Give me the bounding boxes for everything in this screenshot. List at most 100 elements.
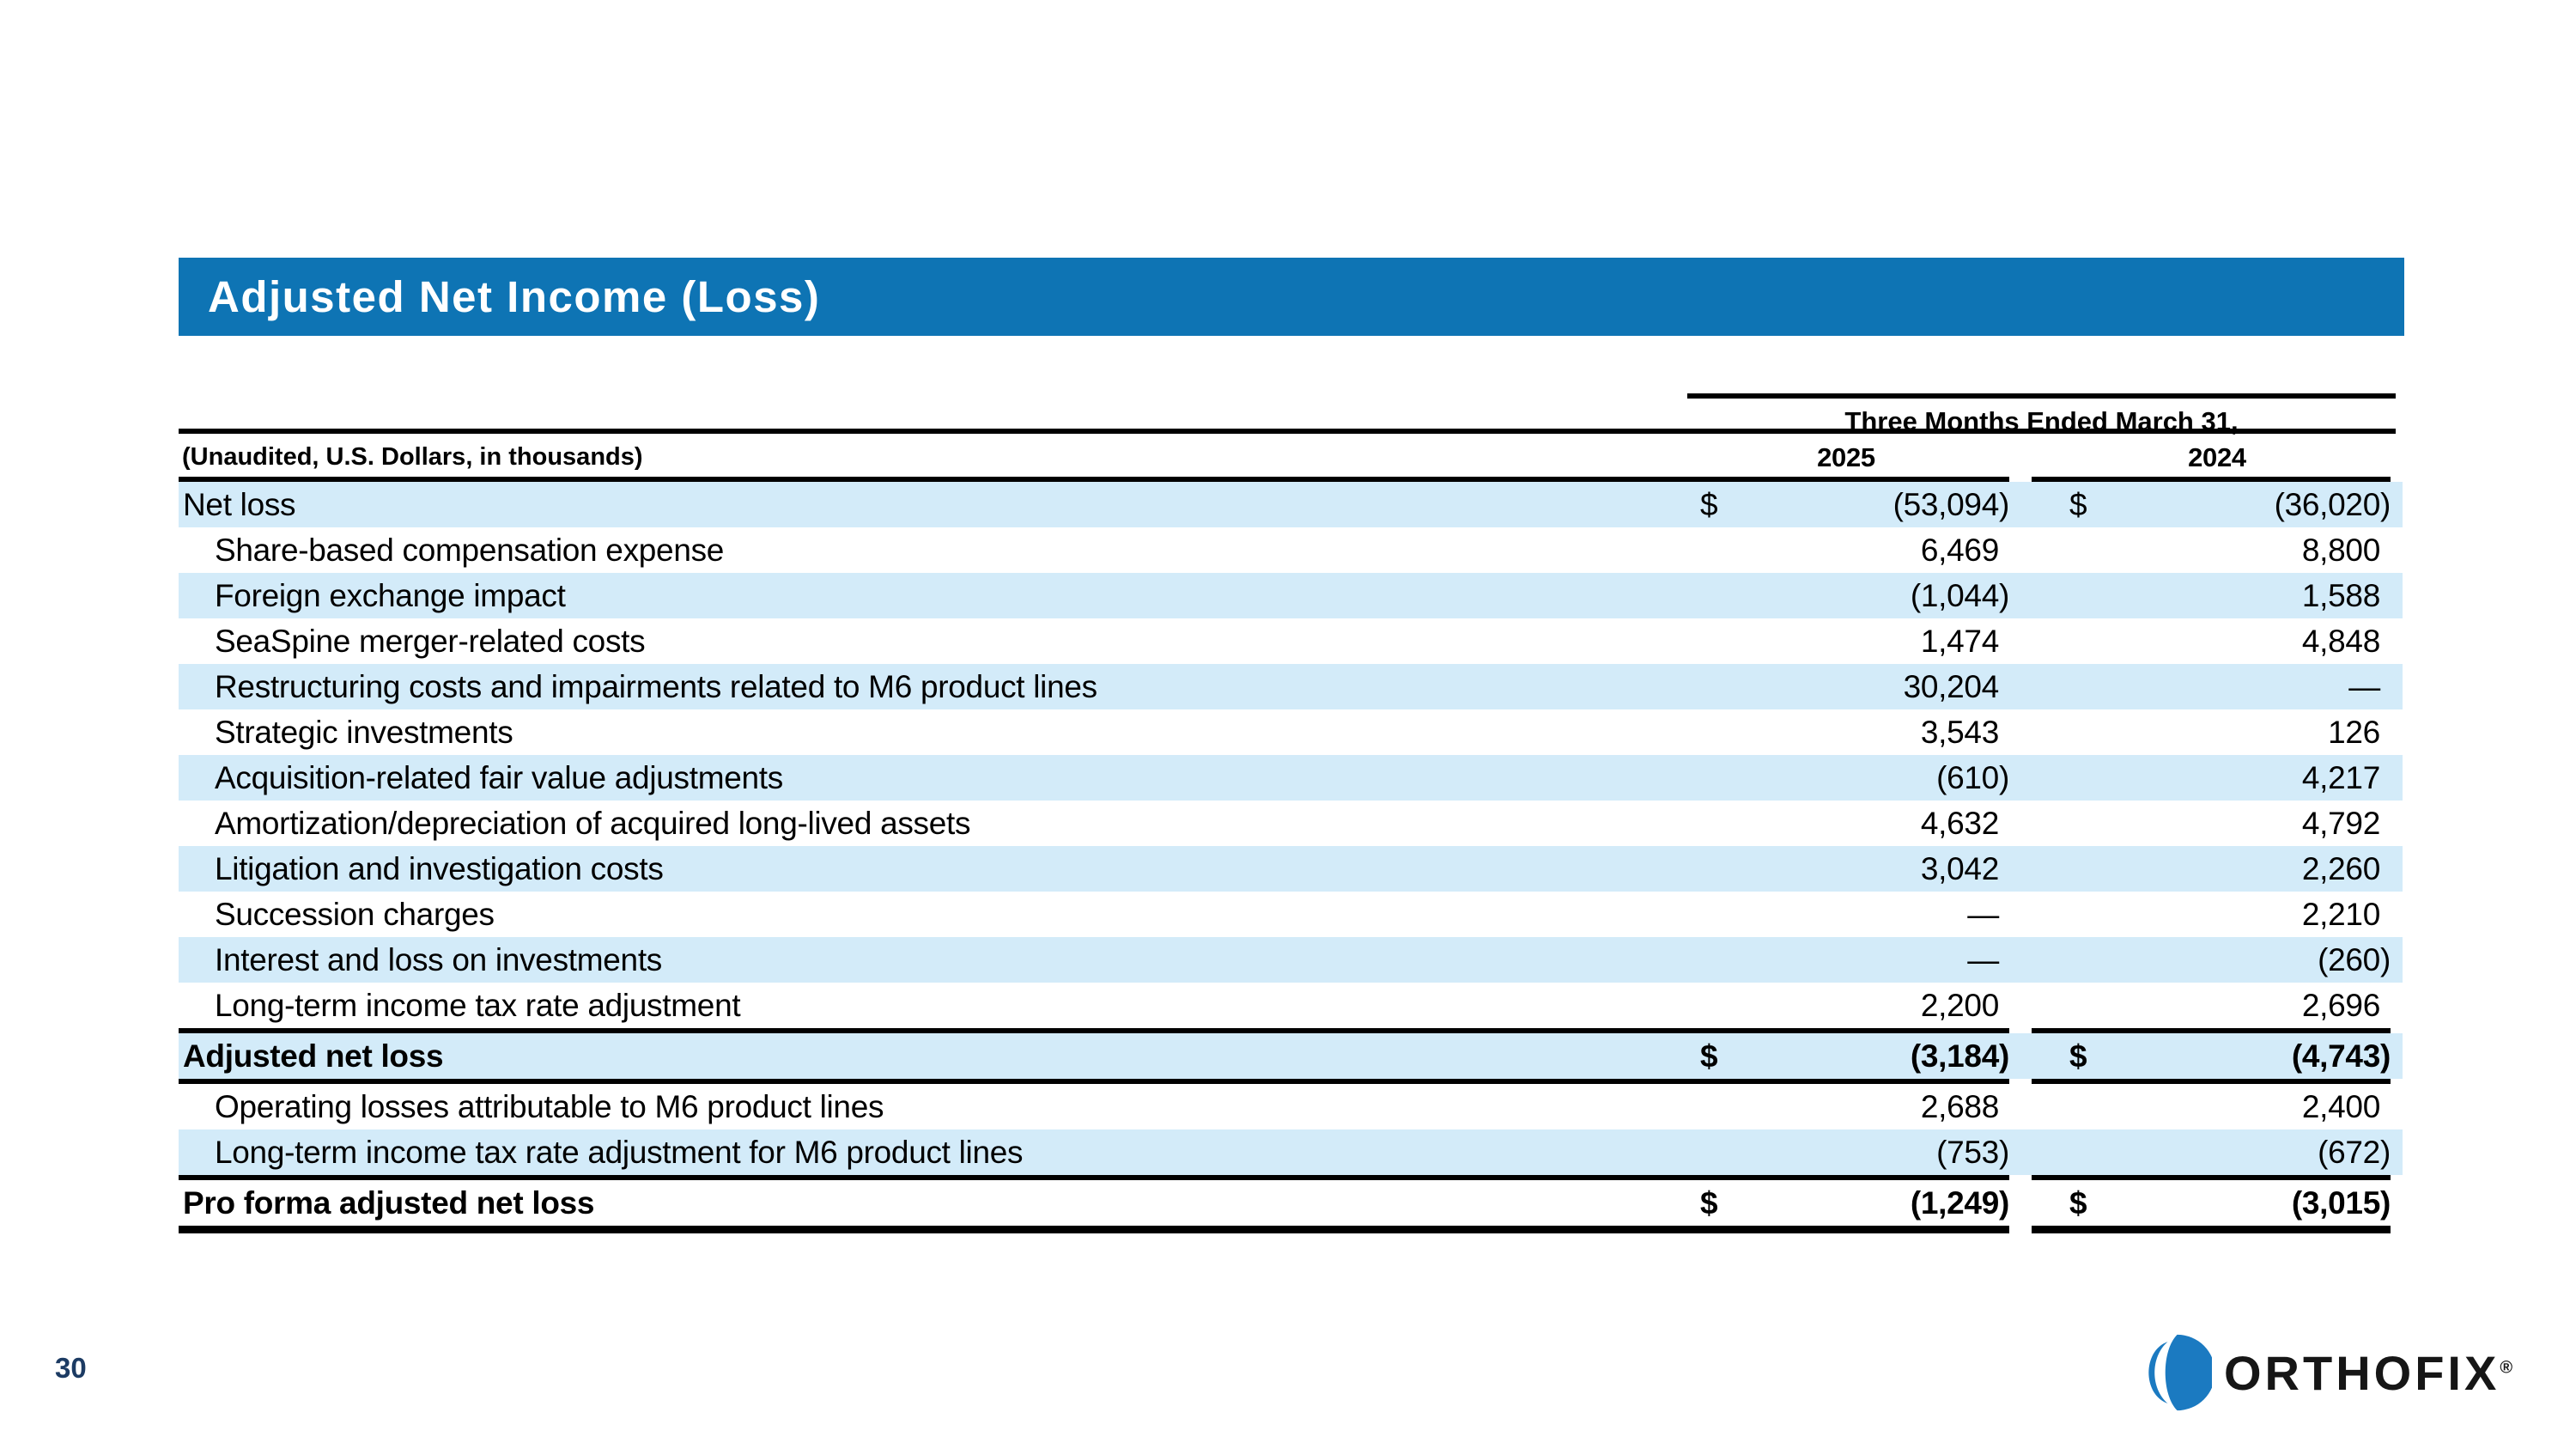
amount-value: 4,792) <box>2301 806 2380 841</box>
value-2025-cell: (610) <box>1683 755 2009 801</box>
value-2025-cell: (1,044) <box>1683 573 2009 618</box>
table-row: Adjusted net loss $ (3,184) $ (4,743) <box>179 1033 2403 1079</box>
dollar-sign <box>2032 937 2087 983</box>
page-title: Adjusted Net Income (Loss) <box>208 272 821 321</box>
amount-value: 2,688) <box>1920 1089 1999 1124</box>
amount-value: (36,020) <box>2274 487 2391 522</box>
orthofix-sphere-icon <box>2148 1334 2212 1411</box>
amount-value: 2,200) <box>1920 988 1999 1023</box>
column-gap <box>2009 482 2032 527</box>
row-label: Adjusted net loss <box>183 1038 444 1074</box>
value-2024-cell: $ (3,015) <box>2032 1180 2403 1226</box>
value-2025-cell: —) <box>1683 937 2009 983</box>
column-header-row: (Unaudited, U.S. Dollars, in thousands) … <box>179 434 2403 477</box>
column-gap <box>2009 801 2032 846</box>
row-label: Operating losses attributable to M6 prod… <box>215 1089 884 1124</box>
amount-value: 4,217) <box>2301 760 2380 795</box>
amount-value: 3,042) <box>1920 851 1999 886</box>
divider <box>179 1079 2403 1084</box>
column-gap <box>2009 983 2032 1028</box>
amount-value: 6,469) <box>1920 533 1999 568</box>
amount-value: (1,249) <box>1910 1185 2009 1221</box>
dollar-sign <box>2032 664 2087 709</box>
value-2025-cell: —) <box>1683 892 2009 937</box>
orthofix-logo: ORTHOFIX® <box>2133 1333 2512 1412</box>
value-2024-cell: $ (4,743) <box>2032 1033 2403 1079</box>
dollar-sign <box>1683 846 1738 892</box>
column-header-2025: 2025 <box>1817 442 1875 472</box>
amount-value: (4,743) <box>2291 1038 2391 1074</box>
value-2024-cell: 2,260) <box>2032 846 2403 892</box>
value-2025-cell: $ (1,249) <box>1683 1180 2009 1226</box>
dollar-sign <box>2032 846 2087 892</box>
dollar-sign <box>1683 664 1738 709</box>
amount-value: 2,400) <box>2301 1089 2380 1124</box>
amount-value: (753) <box>1936 1135 2009 1170</box>
table-row: SeaSpine merger-related costs 1,474) 4,848… <box>179 618 2403 664</box>
divider <box>179 1175 2403 1180</box>
column-gap <box>2009 709 2032 755</box>
dollar-sign <box>1683 755 1738 801</box>
dollar-sign <box>1683 618 1738 664</box>
dollar-sign <box>2032 527 2087 573</box>
table-row: Share-based compensation expense 6,469) 8,… <box>179 527 2403 573</box>
amount-value: 8,800) <box>2301 533 2380 568</box>
amount-value: (3,184) <box>1910 1038 2009 1074</box>
amount-value: 2,696) <box>2301 988 2380 1023</box>
value-2024-cell: 2,400) <box>2032 1084 2403 1129</box>
value-2025-cell: 3,042) <box>1683 846 2009 892</box>
dollar-sign <box>2032 801 2087 846</box>
table-row: Foreign exchange impact (1,044) 1,588) <box>179 573 2403 618</box>
column-gap <box>2009 1084 2032 1129</box>
amount-value: (53,094) <box>1893 487 2010 522</box>
row-label: SeaSpine merger-related costs <box>215 624 646 659</box>
dollar-sign <box>1683 573 1738 618</box>
row-label: Net loss <box>183 487 296 522</box>
table-row: Strategic investments 3,543) 126) <box>179 709 2403 755</box>
table-row: Long-term income tax rate adjustment for… <box>179 1129 2403 1175</box>
row-label: Share-based compensation expense <box>215 533 725 568</box>
column-gap <box>2009 846 2032 892</box>
table-row: Pro forma adjusted net loss $ (1,249) $ (3,0… <box>179 1180 2403 1226</box>
unit-note: (Unaudited, U.S. Dollars, in thousands) <box>182 443 643 471</box>
value-2025-cell: 30,204) <box>1683 664 2009 709</box>
divider <box>179 1028 2403 1033</box>
period-header: Three Months Ended March 31, <box>1687 393 2396 436</box>
value-2024-cell: 4,217) <box>2032 755 2403 801</box>
value-2025-cell: 1,474) <box>1683 618 2009 664</box>
row-label: Amortization/depreciation of acquired lo… <box>215 806 971 841</box>
row-label: Foreign exchange impact <box>215 578 566 613</box>
value-2025-cell: (753) <box>1683 1129 2009 1175</box>
column-gap <box>2009 618 2032 664</box>
dollar-sign <box>1683 937 1738 983</box>
table-body: Net loss $ (53,094) $ (36,020) Share-based co… <box>179 482 2403 1233</box>
row-label: Succession charges <box>215 897 495 932</box>
column-header-2024: 2024 <box>2188 442 2246 472</box>
dollar-sign: $ <box>2069 487 2087 522</box>
dollar-sign <box>2032 573 2087 618</box>
value-2024-cell: 126) <box>2032 709 2403 755</box>
amount-value: —) <box>2348 669 2380 704</box>
dollar-sign <box>1683 709 1738 755</box>
divider <box>179 429 2396 434</box>
row-label: Interest and loss on investments <box>215 942 663 977</box>
dollar-sign: $ <box>2069 1038 2087 1074</box>
amount-value: (610) <box>1936 760 2009 795</box>
adjusted-net-income-table: Three Months Ended March 31, (Unaudited,… <box>179 393 2403 1233</box>
amount-value: 126) <box>2328 715 2380 750</box>
column-gap <box>2009 892 2032 937</box>
row-label: Restructuring costs and impairments rela… <box>215 669 1097 704</box>
amount-value: 4,632) <box>1920 806 1999 841</box>
column-gap <box>2009 664 2032 709</box>
dollar-sign <box>2032 983 2087 1028</box>
column-gap <box>2009 527 2032 573</box>
table-row: Operating losses attributable to M6 prod… <box>179 1084 2403 1129</box>
row-label: Long-term income tax rate adjustment <box>215 988 741 1023</box>
amount-value: 2,260) <box>2301 851 2380 886</box>
value-2025-cell: $ (53,094) <box>1683 482 2009 527</box>
divider <box>179 477 2403 482</box>
value-2025-cell: 3,543) <box>1683 709 2009 755</box>
table-row: Litigation and investigation costs 3,042)… <box>179 846 2403 892</box>
dollar-sign <box>2032 618 2087 664</box>
